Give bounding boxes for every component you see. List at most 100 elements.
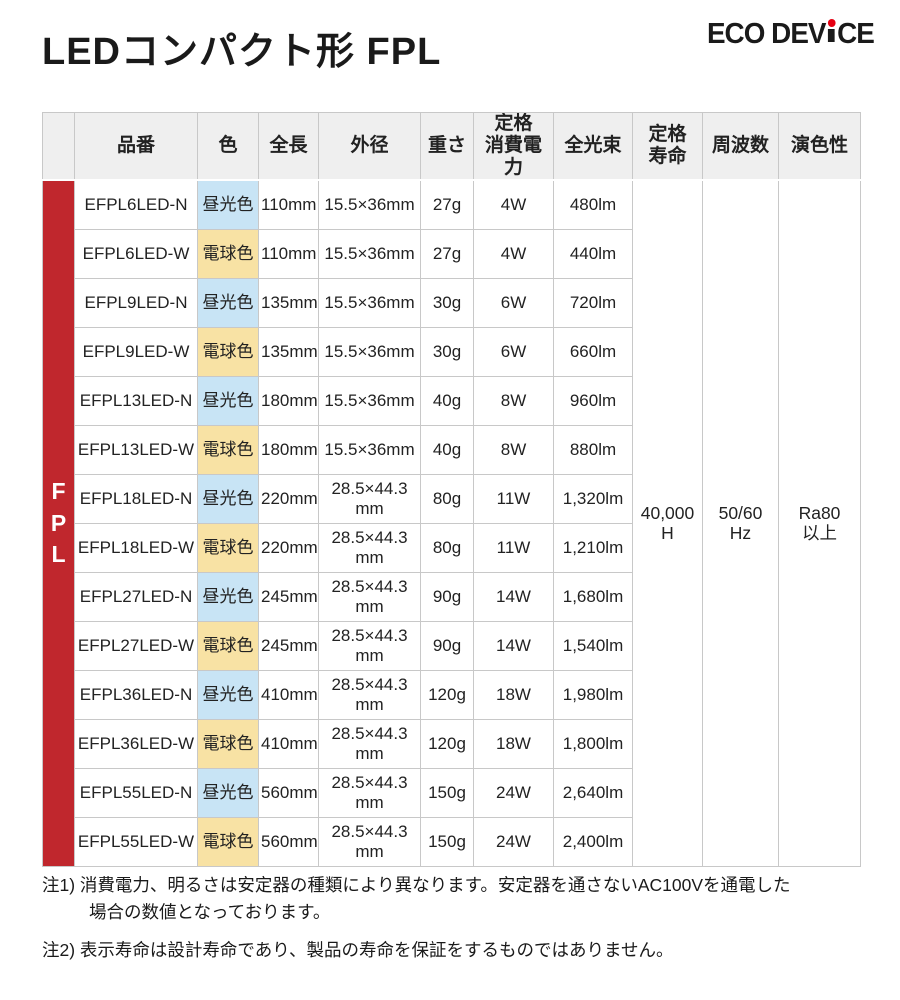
cell-length: 410mm <box>258 669 319 720</box>
cell-weight: 120g <box>420 669 474 720</box>
cell-weight: 120g <box>420 718 474 769</box>
cell-flux: 880lm <box>553 424 633 475</box>
cell-model: EFPL13LED-N <box>74 375 198 426</box>
cell-color: 電球色 <box>197 326 259 377</box>
cell-color: 昼光色 <box>197 179 259 230</box>
cell-weight: 27g <box>420 179 474 230</box>
cell-diameter: 15.5×36mm <box>318 424 421 475</box>
cell-model: EFPL6LED-W <box>74 228 198 279</box>
cell-model: EFPL6LED-N <box>74 179 198 230</box>
cell-length: 245mm <box>258 620 319 671</box>
cell-diameter: 15.5×36mm <box>318 326 421 377</box>
cell-color: 電球色 <box>197 816 259 867</box>
cell-flux: 1,680lm <box>553 571 633 622</box>
col-header-frequency: 周波数 <box>702 111 779 181</box>
logo-i-stem <box>828 29 835 42</box>
cell-diameter: 28.5×44.3 mm <box>318 571 421 622</box>
cell-diameter: 28.5×44.3 mm <box>318 767 421 818</box>
cell-color: 昼光色 <box>197 767 259 818</box>
brand-logo: ECO DEV CE <box>707 18 875 51</box>
spec-table-body: F P L EFPL6LED-N 昼光色 110mm 15.5×36mm 27g 4W 480… <box>42 179 861 867</box>
col-header-model: 品番 <box>74 111 198 181</box>
cell-length: 560mm <box>258 767 319 818</box>
cell-power: 14W <box>473 571 554 622</box>
table-row: EFPL55LED-W 電球色 560mm 28.5×44.3 mm 150g 24W 2,… <box>43 816 861 867</box>
cell-flux: 1,320lm <box>553 473 633 524</box>
cell-diameter: 15.5×36mm <box>318 228 421 279</box>
cell-diameter: 28.5×44.3 mm <box>318 669 421 720</box>
cell-model: EFPL13LED-W <box>74 424 198 475</box>
cell-flux: 1,210lm <box>553 522 633 573</box>
cell-flux: 1,800lm <box>553 718 633 769</box>
cell-color: 昼光色 <box>197 277 259 328</box>
table-row: EFPL27LED-N 昼光色 245mm 28.5×44.3 mm 90g 14W 1,6… <box>43 571 861 622</box>
cell-power: 6W <box>473 277 554 328</box>
cell-model: EFPL18LED-N <box>74 473 198 524</box>
cell-power: 24W <box>473 816 554 867</box>
cell-length: 220mm <box>258 522 319 573</box>
cell-power: 18W <box>473 718 554 769</box>
table-row: EFPL6LED-W 電球色 110mm 15.5×36mm 27g 4W 440lm <box>43 228 861 279</box>
cell-model: EFPL9LED-W <box>74 326 198 377</box>
note-2: 注2) 表示寿命は設計寿命であり、製品の寿命を保証をするものではありません。 <box>42 940 674 961</box>
cell-flux: 660lm <box>553 326 633 377</box>
cell-flux: 960lm <box>553 375 633 426</box>
cell-color: 昼光色 <box>197 571 259 622</box>
cell-length: 560mm <box>258 816 319 867</box>
cell-power: 4W <box>473 179 554 230</box>
cell-diameter: 28.5×44.3 mm <box>318 718 421 769</box>
cell-weight: 150g <box>420 767 474 818</box>
table-row: EFPL27LED-W 電球色 245mm 28.5×44.3 mm 90g 14W 1,5… <box>43 620 861 671</box>
spec-table-wrap: 品番 色 全長 外径 重さ 定格 消費電力 全光束 定格 寿命 周波数 演色性 … <box>42 111 861 867</box>
cell-diameter: 28.5×44.3 mm <box>318 620 421 671</box>
cell-length: 135mm <box>258 326 319 377</box>
col-header-weight: 重さ <box>420 111 474 181</box>
cell-power: 24W <box>473 767 554 818</box>
cell-diameter: 28.5×44.3 mm <box>318 522 421 573</box>
cell-model: EFPL36LED-W <box>74 718 198 769</box>
col-header-diameter: 外径 <box>318 111 421 181</box>
cell-length: 245mm <box>258 571 319 622</box>
cell-weight: 80g <box>420 522 474 573</box>
cell-weight: 90g <box>420 620 474 671</box>
table-row: EFPL36LED-W 電球色 410mm 28.5×44.3 mm 120g 18W 1,… <box>43 718 861 769</box>
cell-model: EFPL27LED-W <box>74 620 198 671</box>
cell-color: 昼光色 <box>197 669 259 720</box>
table-header-row: 品番 色 全長 外径 重さ 定格 消費電力 全光束 定格 寿命 周波数 演色性 <box>42 111 861 181</box>
table-row: F P L EFPL6LED-N 昼光色 110mm 15.5×36mm 27g 4W 480… <box>42 179 861 867</box>
cell-length: 110mm <box>258 179 319 230</box>
cell-diameter: 15.5×36mm <box>318 277 421 328</box>
cell-color: 電球色 <box>197 228 259 279</box>
cell-length: 110mm <box>258 228 319 279</box>
cell-diameter: 28.5×44.3 mm <box>318 473 421 524</box>
cell-diameter: 15.5×36mm <box>318 179 421 230</box>
cell-weight: 40g <box>420 375 474 426</box>
table-row: EFPL36LED-N 昼光色 410mm 28.5×44.3 mm 120g 18W 1,… <box>43 669 861 720</box>
col-header-cri: 演色性 <box>778 111 861 181</box>
cell-power: 14W <box>473 620 554 671</box>
cell-model: EFPL55LED-N <box>74 767 198 818</box>
cell-weight: 27g <box>420 228 474 279</box>
cell-power: 18W <box>473 669 554 720</box>
cell-model: EFPL55LED-W <box>74 816 198 867</box>
note-1: 注1) 消費電力、明るさは安定器の種類により異なります。安定器を通さないAC10… <box>42 875 791 923</box>
cell-color: 電球色 <box>197 522 259 573</box>
cell-weight: 90g <box>420 571 474 622</box>
cell-power: 4W <box>473 228 554 279</box>
cell-power: 8W <box>473 424 554 475</box>
cell-power: 11W <box>473 473 554 524</box>
cell-color: 電球色 <box>197 424 259 475</box>
table-row: EFPL9LED-N 昼光色 135mm 15.5×36mm 30g 6W 720lm <box>43 277 861 328</box>
cell-cri: Ra80 以上 <box>778 179 861 867</box>
cell-flux: 480lm <box>553 179 633 230</box>
cell-length: 180mm <box>258 375 319 426</box>
cell-model: EFPL18LED-W <box>74 522 198 573</box>
cell-life: 40,000 H <box>632 179 703 867</box>
page-title: LEDコンパクト形 FPL <box>42 31 442 73</box>
table-row: EFPL9LED-W 電球色 135mm 15.5×36mm 30g 6W 660lm <box>43 326 861 377</box>
cell-length: 220mm <box>258 473 319 524</box>
cell-diameter: 15.5×36mm <box>318 375 421 426</box>
cell-color: 昼光色 <box>197 473 259 524</box>
logo-red-dot <box>827 19 836 27</box>
